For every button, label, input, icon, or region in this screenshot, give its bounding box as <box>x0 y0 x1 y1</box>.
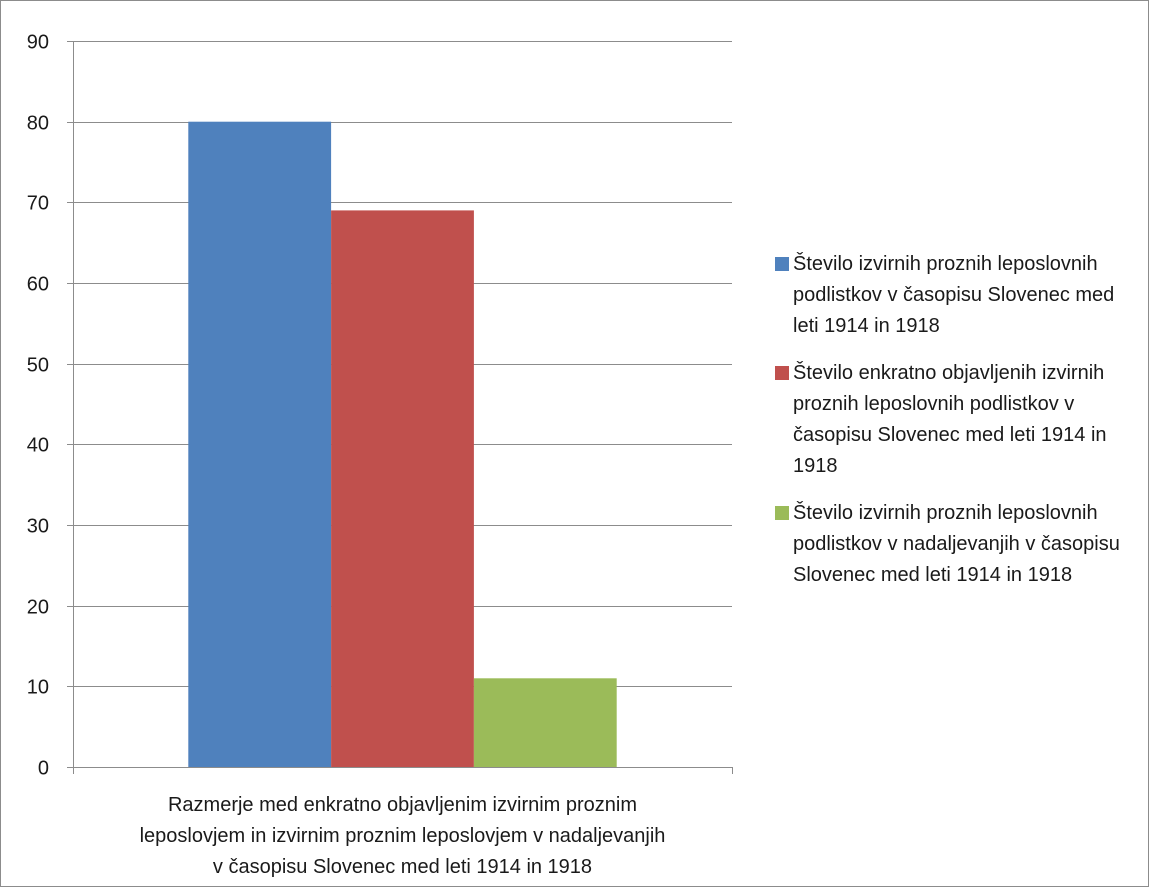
y-tick-label-0: 0 <box>38 758 49 780</box>
bar-series-2 <box>331 210 474 767</box>
legend-label-1: Število izvirnih proznih leposlovnih pod… <box>793 253 1115 337</box>
legend-item-2: Število enkratno objavljenih izvirnih pr… <box>775 358 1145 482</box>
y-tick-label-80: 80 <box>27 113 49 135</box>
y-tick-label-70: 70 <box>27 193 49 215</box>
legend-swatch-2 <box>775 366 789 380</box>
x-category-label-line-2: leposlovjem in izvirnim proznim leposlov… <box>140 825 666 847</box>
y-tick-label-60: 60 <box>27 274 49 296</box>
legend-label-3: Število izvirnih proznih leposlovnih pod… <box>793 502 1120 586</box>
x-category-label: Razmerje med enkratno objavljenim izvirn… <box>140 794 666 878</box>
y-tick-labels: 0 10 20 30 40 50 60 70 80 90 <box>27 32 49 780</box>
y-tick-label-30: 30 <box>27 516 49 538</box>
y-tick-label-50: 50 <box>27 355 49 377</box>
bar-series-3 <box>473 678 617 767</box>
legend-label-2: Število enkratno objavljenih izvirnih pr… <box>793 362 1107 477</box>
y-tick-label-20: 20 <box>27 597 49 619</box>
x-category-label-line-1: Razmerje med enkratno objavljenim izvirn… <box>168 794 637 816</box>
legend-item-3: Število izvirnih proznih leposlovnih pod… <box>775 498 1145 591</box>
axes <box>67 41 733 774</box>
legend-swatch-1 <box>775 257 789 271</box>
legend-item-1: Število izvirnih proznih leposlovnih pod… <box>775 249 1145 342</box>
bar-series-1 <box>188 121 332 767</box>
x-category-label-line-3: v časopisu Slovenec med leti 1914 in 191… <box>213 856 592 878</box>
legend-swatch-3 <box>775 506 789 520</box>
y-tick-label-10: 10 <box>27 677 49 699</box>
y-tick-label-90: 90 <box>27 32 49 54</box>
bars <box>188 121 617 767</box>
legend: Število izvirnih proznih leposlovnih pod… <box>775 249 1145 607</box>
y-tick-label-40: 40 <box>27 435 49 457</box>
